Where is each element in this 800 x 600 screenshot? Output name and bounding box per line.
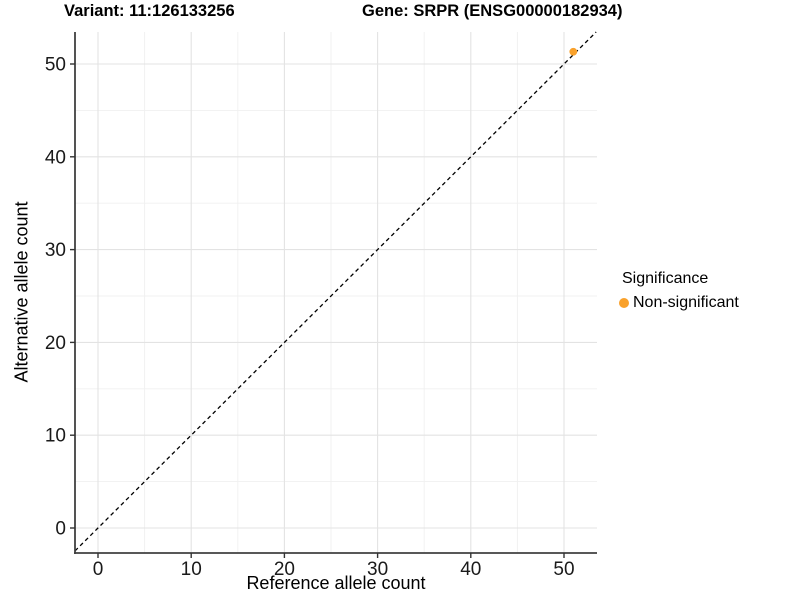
x-tick-label: 30	[367, 559, 388, 580]
legend-point-icon	[619, 298, 629, 308]
x-tick-label: 20	[274, 559, 295, 580]
y-tick-label: 50	[45, 55, 66, 76]
y-tick-label: 0	[55, 519, 66, 540]
plot-title-variant: Variant: 11:126133256	[64, 2, 235, 20]
legend: Significance Non-significant	[619, 270, 739, 312]
y-tick-label: 20	[45, 333, 66, 354]
data-point	[569, 47, 578, 56]
x-tick-label: 10	[181, 559, 202, 580]
x-tick-label: 50	[553, 559, 574, 580]
legend-item-label: Non-significant	[633, 294, 739, 311]
y-tick-label: 40	[45, 147, 66, 168]
y-tick-label: 30	[45, 240, 66, 261]
legend-title: Significance	[622, 270, 709, 287]
plot-title-gene: Gene: SRPR (ENSG00000182934)	[362, 2, 623, 20]
x-tick-label: 40	[460, 559, 481, 580]
legend-item-non-significant: Non-significant	[619, 294, 739, 312]
x-tick-label: 0	[93, 559, 104, 580]
identity-dashed-line	[74, 31, 597, 552]
x-axis-title: Reference allele count	[246, 573, 426, 593]
y-tick-label: 10	[45, 426, 66, 447]
